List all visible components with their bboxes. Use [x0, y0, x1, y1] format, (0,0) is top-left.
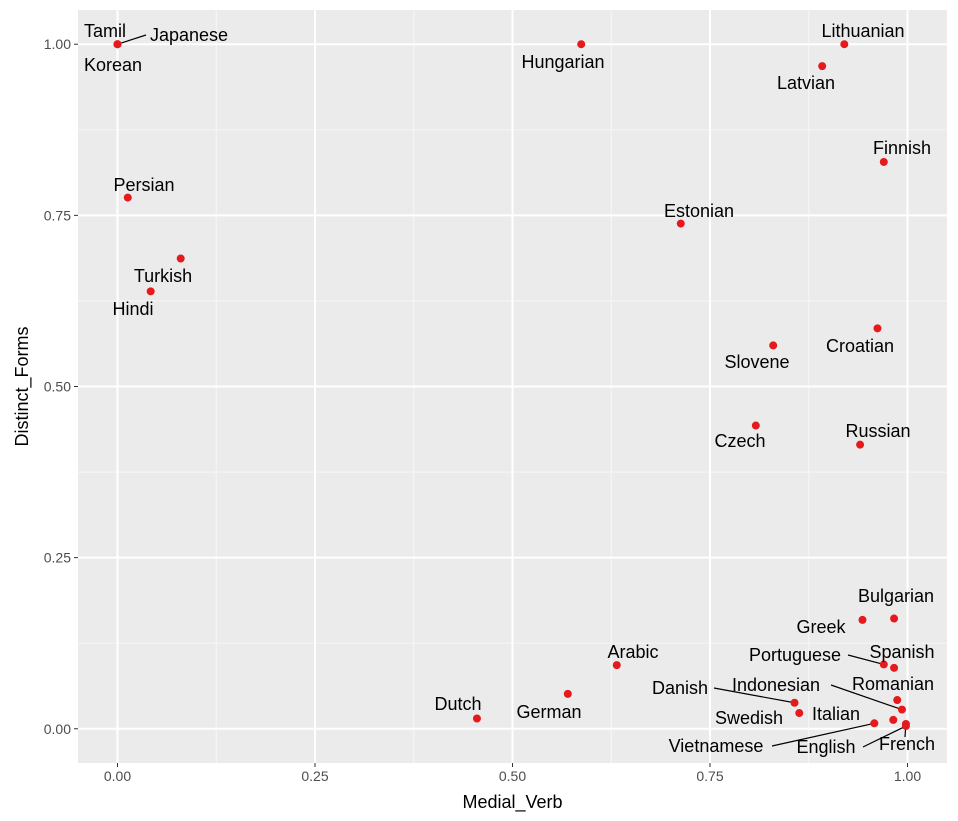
- point-label: Spanish: [869, 642, 934, 662]
- y-tick-label: 1.00: [44, 36, 71, 52]
- data-point: [577, 40, 586, 49]
- data-point: [472, 714, 481, 723]
- point-label: Greek: [796, 617, 846, 637]
- data-point: [612, 661, 621, 670]
- point-label: Romanian: [852, 674, 934, 694]
- x-axis-ticks: 0.00 0.25 0.50 0.75 1.00: [104, 763, 921, 784]
- y-tick-label: 0.00: [44, 721, 71, 737]
- point-label: Bulgarian: [858, 586, 934, 606]
- data-point: [563, 689, 572, 698]
- data-point: [856, 440, 865, 449]
- data-point: [146, 287, 155, 296]
- x-tick-label: 0.50: [499, 768, 526, 784]
- y-axis-title: Distinct_Forms: [12, 326, 33, 446]
- data-points: [113, 40, 910, 731]
- y-axis-ticks: 0.00 0.25 0.50 0.75 1.00: [44, 36, 78, 737]
- data-point: [676, 219, 685, 228]
- point-label: Portuguese: [749, 645, 841, 665]
- data-point: [870, 719, 879, 728]
- point-label: German: [516, 702, 581, 722]
- y-tick-label: 0.25: [44, 550, 71, 566]
- point-label: Estonian: [664, 201, 734, 221]
- data-point: [795, 709, 804, 718]
- data-point: [840, 40, 849, 49]
- major-grid: [78, 10, 947, 763]
- point-label: Indonesian: [732, 675, 820, 695]
- x-axis-title: Medial_Verb: [462, 792, 562, 813]
- x-tick-label: 1.00: [894, 768, 921, 784]
- data-point: [890, 663, 899, 672]
- point-label: Latvian: [777, 73, 835, 93]
- point-label: Finnish: [873, 138, 931, 158]
- data-point: [873, 324, 882, 333]
- point-label: French: [879, 734, 935, 754]
- point-label: Japanese: [150, 25, 228, 45]
- point-label: Czech: [714, 431, 765, 451]
- data-point: [790, 698, 799, 707]
- x-tick-label: 0.25: [301, 768, 328, 784]
- y-tick-label: 0.50: [44, 379, 71, 395]
- point-label: Arabic: [607, 642, 658, 662]
- leader-line: [830, 684, 903, 711]
- point-label: Russian: [845, 421, 910, 441]
- point-label: Vietnamese: [669, 736, 764, 756]
- point-label: English: [796, 737, 855, 757]
- x-tick-label: 0.00: [104, 768, 131, 784]
- leader-line: [771, 722, 875, 747]
- point-label: Dutch: [434, 694, 481, 714]
- x-tick-label: 0.75: [696, 768, 723, 784]
- leader-line: [117, 34, 147, 45]
- point-label: Hindi: [112, 299, 153, 319]
- point-label: Tamil: [84, 21, 126, 41]
- point-labels: Tamil Japanese Korean Hungarian Lithuanian La…: [84, 21, 935, 757]
- leader-line: [847, 654, 884, 666]
- point-label: Persian: [113, 175, 174, 195]
- data-point: [893, 696, 902, 705]
- leader-line: [862, 725, 907, 748]
- data-point: [176, 254, 185, 263]
- point-label: Croatian: [826, 336, 894, 356]
- data-point: [113, 40, 122, 49]
- data-point: [879, 157, 888, 166]
- point-label: Hungarian: [521, 52, 604, 72]
- point-label: Swedish: [715, 708, 783, 728]
- label-leader-lines: [117, 34, 907, 748]
- point-label: Turkish: [134, 266, 192, 286]
- data-point: [897, 705, 906, 714]
- data-point: [858, 615, 867, 624]
- data-point: [769, 341, 778, 350]
- leader-line: [713, 687, 795, 704]
- point-label: Slovene: [724, 352, 789, 372]
- point-label: Korean: [84, 55, 142, 75]
- data-point: [818, 62, 827, 71]
- data-point: [123, 193, 132, 202]
- data-point: [751, 421, 760, 430]
- point-label: Italian: [812, 704, 860, 724]
- data-point: [879, 660, 888, 669]
- data-point: [901, 722, 910, 731]
- data-point: [890, 614, 899, 623]
- point-label: Lithuanian: [821, 21, 904, 41]
- point-label: Danish: [652, 678, 708, 698]
- y-tick-label: 0.75: [44, 207, 71, 223]
- data-point: [889, 715, 898, 724]
